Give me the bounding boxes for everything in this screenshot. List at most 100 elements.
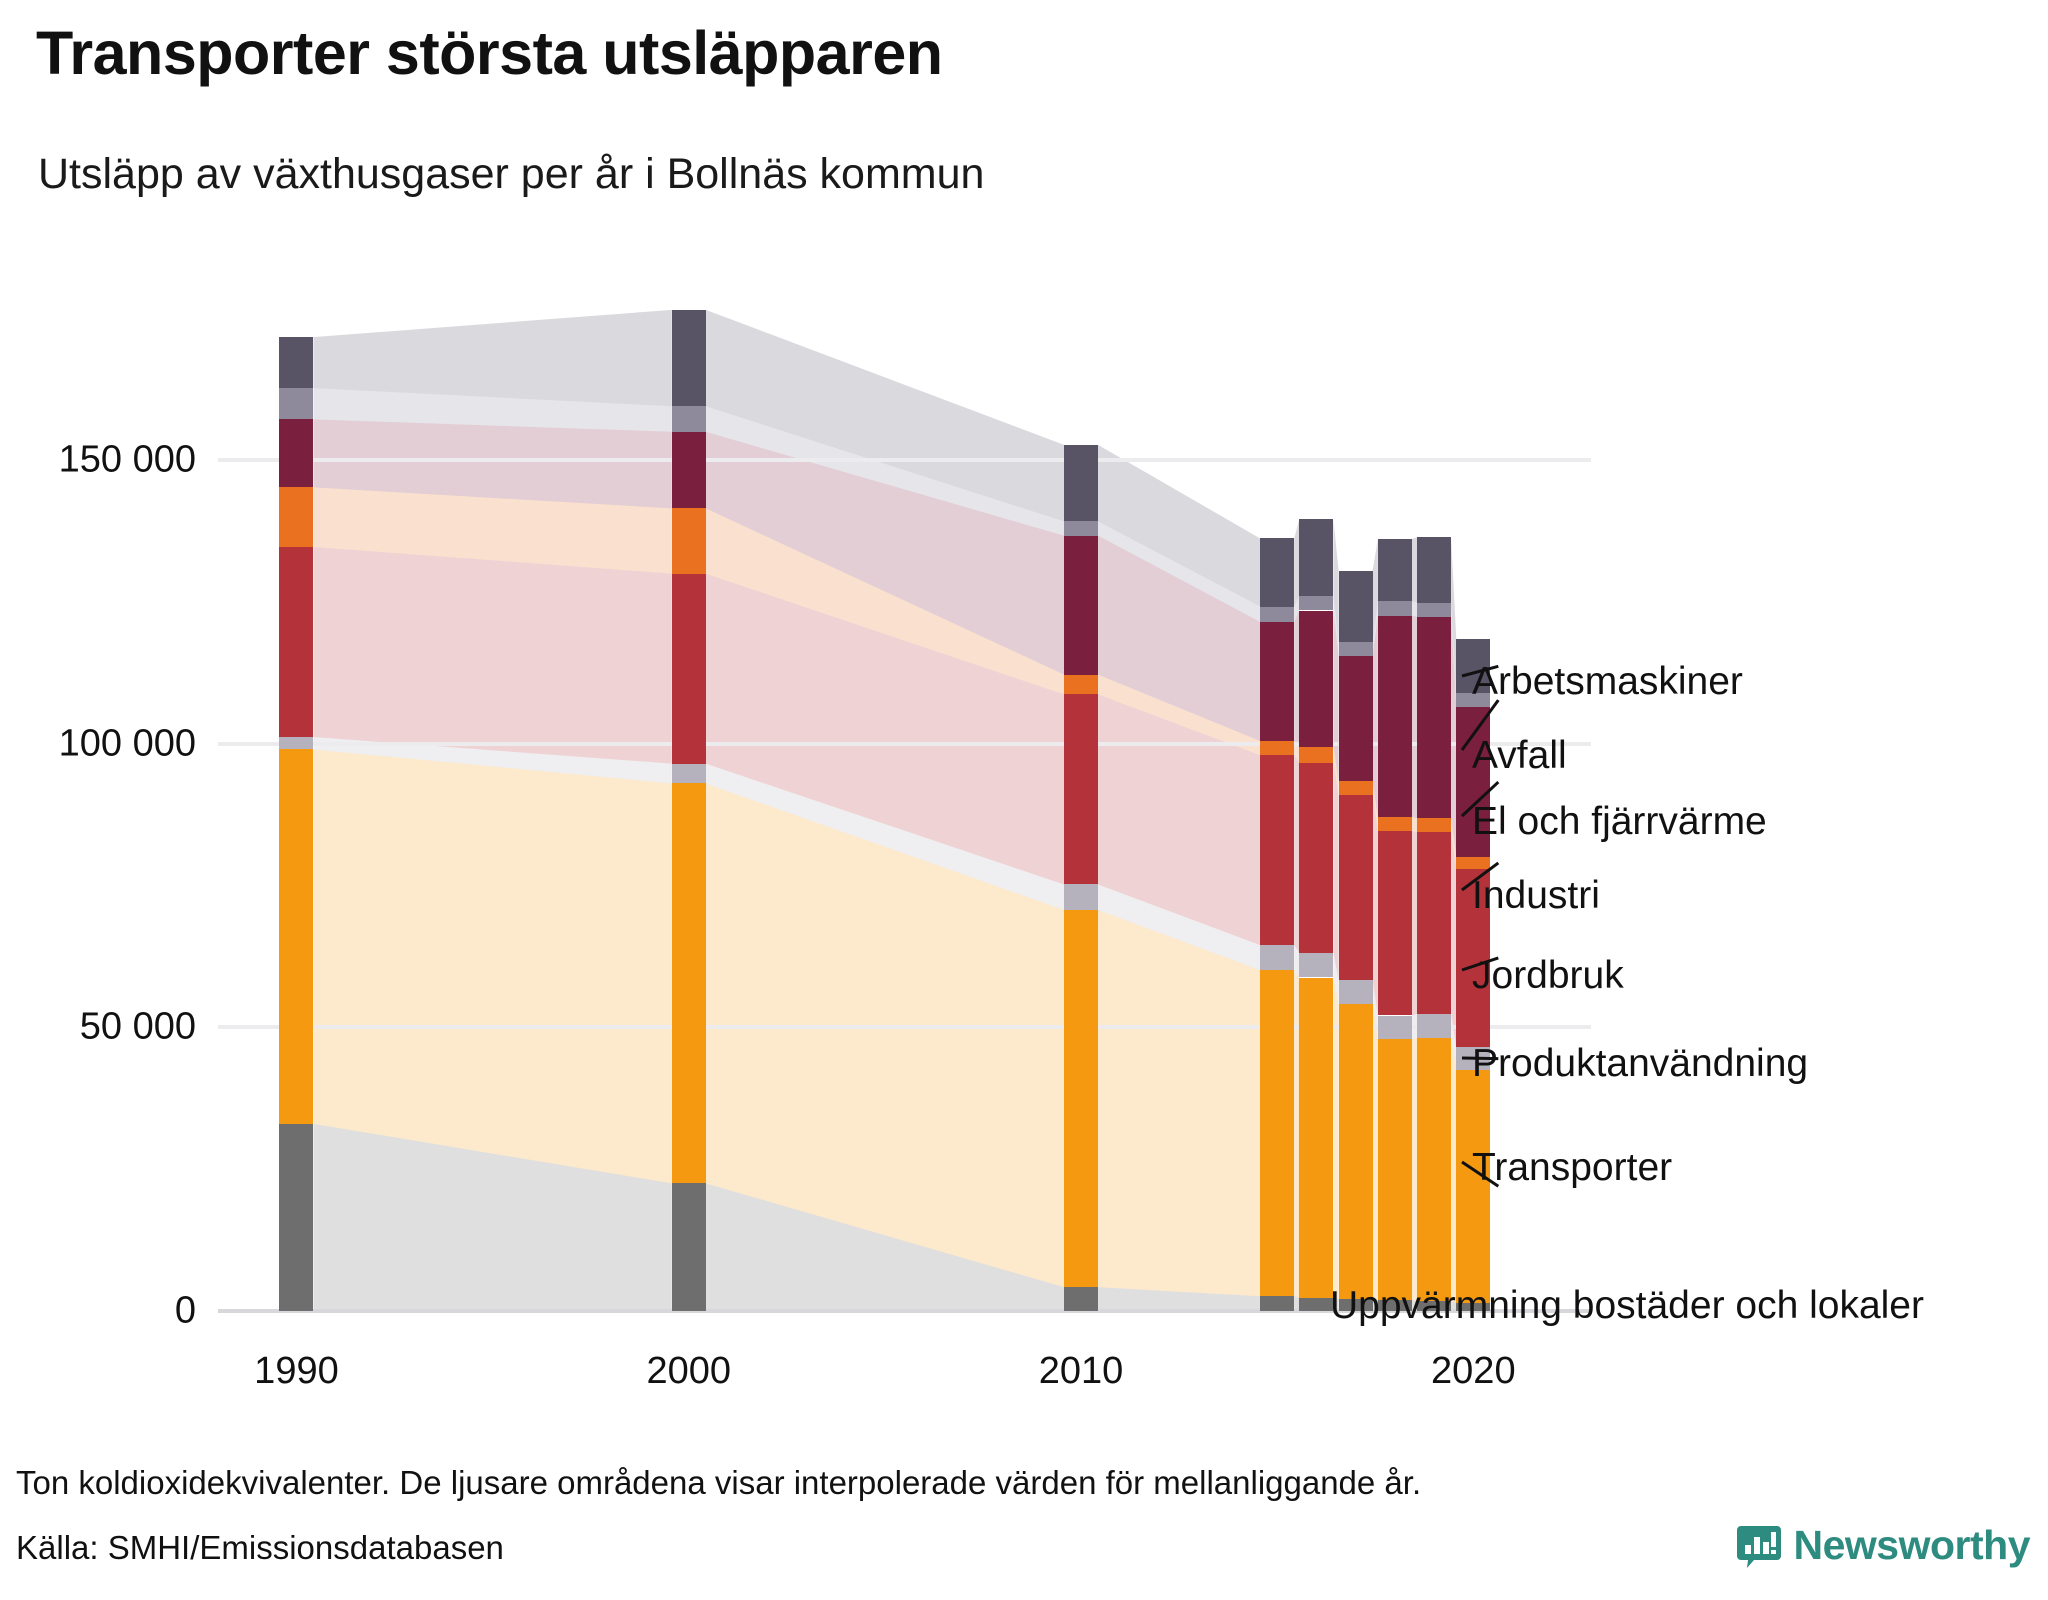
bar-segment[interactable]	[1377, 1300, 1412, 1311]
interpolated-band	[313, 309, 672, 407]
bar-segment[interactable]	[671, 783, 706, 1184]
bar-segment[interactable]	[279, 388, 314, 420]
bar-segment[interactable]	[1064, 884, 1099, 910]
interpolated-band	[1451, 1037, 1457, 1303]
bar-segment[interactable]	[1260, 970, 1295, 1297]
bar-segment[interactable]	[1299, 762, 1334, 953]
interpolated-band	[1451, 1301, 1457, 1311]
bar-segment[interactable]	[1338, 641, 1373, 657]
bar-segment[interactable]	[1299, 1297, 1334, 1311]
interpolated-band	[1098, 521, 1261, 622]
bar-segment[interactable]	[1064, 521, 1099, 536]
bar-segment[interactable]	[671, 1183, 706, 1311]
stacked-bar[interactable]	[1338, 290, 1373, 1311]
stacked-bar[interactable]	[279, 290, 314, 1311]
bar-segment[interactable]	[1417, 1037, 1452, 1302]
bar-segment[interactable]	[1064, 694, 1099, 885]
bar-segment[interactable]	[1417, 818, 1452, 833]
bar-segment[interactable]	[279, 749, 314, 1124]
interpolated-band	[1333, 519, 1339, 642]
interpolated-band	[1098, 535, 1261, 741]
bar-segment[interactable]	[1064, 674, 1099, 695]
bar-segment[interactable]	[279, 487, 314, 547]
stacked-bar[interactable]	[671, 290, 706, 1311]
bar-segment[interactable]	[1377, 539, 1412, 602]
bar-segment[interactable]	[1260, 538, 1295, 607]
interpolated-band	[705, 573, 1065, 885]
bar-segment[interactable]	[1260, 755, 1295, 946]
bar-segment[interactable]	[1299, 519, 1334, 596]
interpolated-band	[1098, 674, 1261, 756]
bar-segment[interactable]	[671, 309, 706, 407]
bar-segment[interactable]	[1338, 1299, 1373, 1311]
bar-segment[interactable]	[1338, 656, 1373, 782]
bar-segment[interactable]	[1260, 621, 1295, 741]
interpolated-band	[1451, 537, 1457, 694]
interpolated-band	[705, 508, 1065, 695]
bar-segment[interactable]	[1299, 746, 1334, 763]
bar-segment[interactable]	[1260, 945, 1295, 971]
bar-segment[interactable]	[1338, 795, 1373, 980]
bar-segment[interactable]	[1260, 606, 1295, 622]
interpolated-band	[705, 1183, 1065, 1311]
bar-segment[interactable]	[1064, 535, 1099, 675]
bar-segment[interactable]	[279, 736, 314, 750]
stacked-bar[interactable]	[1260, 290, 1295, 1311]
bar-segment[interactable]	[671, 508, 706, 574]
bar-segment[interactable]	[1377, 816, 1412, 832]
interpolated-band	[313, 1123, 672, 1311]
bar-segment[interactable]	[1064, 1287, 1099, 1311]
bar-segment[interactable]	[671, 573, 706, 764]
interpolated-band	[1294, 1296, 1300, 1311]
interpolated-band	[1451, 602, 1457, 707]
bar-segment[interactable]	[1338, 781, 1373, 796]
bar-segment[interactable]	[1377, 831, 1412, 1016]
bar-segment[interactable]	[671, 406, 706, 432]
bar-segment[interactable]	[1377, 1015, 1412, 1040]
bar-segment[interactable]	[1377, 615, 1412, 817]
bar-segment[interactable]	[279, 419, 314, 488]
bar-segment[interactable]	[1456, 1302, 1491, 1311]
gridline	[218, 741, 1591, 746]
stacked-bar[interactable]	[1064, 290, 1099, 1311]
bar-segment[interactable]	[1456, 857, 1491, 869]
x-axis-tick-label: 1990	[254, 1350, 339, 1392]
bar-segment[interactable]	[1299, 610, 1334, 747]
bar-segment[interactable]	[1299, 977, 1334, 1298]
bar-segment[interactable]	[1338, 570, 1373, 642]
bar-segment[interactable]	[279, 1123, 314, 1311]
stacked-bar[interactable]	[1417, 290, 1452, 1311]
stacked-bar[interactable]	[1299, 290, 1334, 1311]
bar-segment[interactable]	[1417, 602, 1452, 617]
bar-segment[interactable]	[1417, 1013, 1452, 1038]
interpolated-band	[1451, 616, 1457, 858]
bar-segment[interactable]	[1417, 832, 1452, 1014]
bar-segment[interactable]	[1417, 616, 1452, 819]
interpolated-band	[1372, 539, 1378, 642]
bar-segment[interactable]	[1417, 1301, 1452, 1311]
gridline	[218, 458, 1591, 463]
bar-segment[interactable]	[1299, 595, 1334, 611]
bar-segment[interactable]	[1260, 1296, 1295, 1311]
interpolated-band	[1294, 755, 1300, 953]
stacked-bar[interactable]	[1377, 290, 1412, 1311]
bar-segment[interactable]	[1338, 979, 1373, 1005]
bar-segment[interactable]	[1260, 740, 1295, 756]
bar-segment[interactable]	[279, 546, 314, 737]
bar-segment[interactable]	[1338, 1004, 1373, 1300]
bar-segment[interactable]	[1377, 1039, 1412, 1301]
bar-segment[interactable]	[1064, 910, 1099, 1288]
bar-segment[interactable]	[279, 337, 314, 389]
bar-segment[interactable]	[671, 431, 706, 509]
bar-segment[interactable]	[1417, 537, 1452, 603]
interpolated-band	[313, 736, 672, 784]
bar-segment[interactable]	[671, 763, 706, 784]
interpolated-band	[1333, 977, 1339, 1300]
bar-segment[interactable]	[1377, 601, 1412, 616]
x-axis-tick-label: 2010	[1038, 1350, 1124, 1392]
legend-label-industri: Industri	[1472, 874, 1600, 917]
bar-segment[interactable]	[1299, 952, 1334, 978]
interpolated-band	[1411, 831, 1418, 1016]
bar-segment[interactable]	[1064, 444, 1099, 522]
